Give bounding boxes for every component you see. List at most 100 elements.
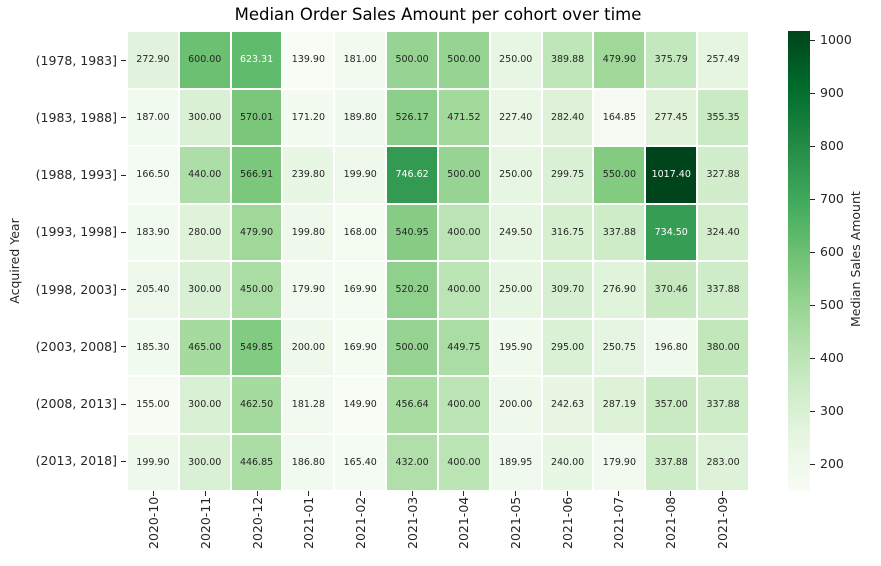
heatmap-cell-(1993, 1998]-2021-08: 734.50 bbox=[646, 204, 697, 260]
x-tick-mark bbox=[411, 491, 413, 496]
heatmap-cell-(1983, 1988]-2021-01: 171.20 bbox=[283, 89, 334, 145]
heatmap-cell-(1998, 2003]-2021-08: 370.46 bbox=[646, 262, 697, 318]
heatmap-cell-(2008, 2013]-2020-11: 300.00 bbox=[179, 377, 230, 433]
heatmap-cell-(1998, 2003]-2021-06: 309.70 bbox=[542, 262, 593, 318]
heatmap-cell-(1978, 1983]-2021-03: 500.00 bbox=[387, 32, 437, 88]
colorbar-tick-mark bbox=[810, 198, 815, 200]
colorbar-tick-mark bbox=[810, 39, 815, 41]
heatmap-cell-(1978, 1983]-2020-12: 623.31 bbox=[231, 32, 282, 88]
heatmap-cell-(1983, 1988]-2021-07: 164.85 bbox=[594, 89, 645, 145]
heatmap-cell-(1993, 1998]-2021-05: 249.50 bbox=[490, 204, 541, 260]
y-tick-label: (2013, 2018] bbox=[35, 453, 117, 469]
x-tick-mark bbox=[153, 491, 155, 496]
heatmap-cell-(2013, 2018]-2021-03: 432.00 bbox=[387, 434, 437, 490]
heatmap-cell-(1988, 1993]-2020-11: 440.00 bbox=[179, 147, 230, 203]
heatmap-cell-(1988, 1993]-2021-04: 500.00 bbox=[438, 147, 489, 203]
heatmap-cell-(1998, 2003]-2021-02: 169.90 bbox=[335, 262, 386, 318]
heatmap-cell-(1993, 1998]-2021-04: 400.00 bbox=[438, 204, 489, 260]
heatmap-cell-(1978, 1983]-2021-07: 479.90 bbox=[594, 32, 645, 88]
x-tick-label: 2020-11 bbox=[198, 496, 213, 549]
heatmap-cell-(1993, 1998]-2021-02: 168.00 bbox=[335, 204, 386, 260]
y-tick-mark bbox=[121, 60, 126, 62]
heatmap-cell-(1993, 1998]-2020-10: 183.90 bbox=[128, 204, 178, 260]
heatmap-cell-(2008, 2013]-2021-07: 287.19 bbox=[594, 377, 645, 433]
heatmap-cell-(1983, 1988]-2021-04: 471.52 bbox=[438, 89, 489, 145]
heatmap-cell-(1983, 1988]-2021-02: 189.80 bbox=[335, 89, 386, 145]
heatmap-cell-(1983, 1988]-2021-05: 227.40 bbox=[490, 89, 541, 145]
heatmap-cell-(1998, 2003]-2021-05: 250.00 bbox=[490, 262, 541, 318]
x-tick-mark bbox=[566, 491, 568, 496]
heatmap-cell-(1988, 1993]-2021-09: 327.88 bbox=[698, 147, 748, 203]
heatmap-cell-(1988, 1993]-2020-10: 166.50 bbox=[128, 147, 178, 203]
heatmap-cell-(1988, 1993]-2021-05: 250.00 bbox=[490, 147, 541, 203]
heatmap-cell-(1998, 2003]-2021-07: 276.90 bbox=[594, 262, 645, 318]
heatmap-cell-(1978, 1983]-2021-01: 139.90 bbox=[283, 32, 334, 88]
heatmap-cell-(1978, 1983]-2021-06: 389.88 bbox=[542, 32, 593, 88]
x-tick-mark bbox=[308, 491, 310, 496]
heatmap-cell-(1983, 1988]-2021-06: 282.40 bbox=[542, 89, 593, 145]
heatmap-cell-(1998, 2003]-2020-10: 205.40 bbox=[128, 262, 178, 318]
heatmap-cell-(1983, 1988]-2021-08: 277.45 bbox=[646, 89, 697, 145]
heatmap-cell-(1993, 1998]-2020-11: 280.00 bbox=[179, 204, 230, 260]
heatmap-cell-(1998, 2003]-2021-04: 400.00 bbox=[438, 262, 489, 318]
x-tick-label: 2021-04 bbox=[456, 496, 472, 549]
y-tick-mark bbox=[121, 174, 126, 176]
heatmap-cell-(2013, 2018]-2020-10: 199.90 bbox=[128, 434, 178, 490]
colorbar-tick-mark bbox=[810, 304, 815, 306]
heatmap-cell-(1983, 1988]-2021-03: 526.17 bbox=[387, 89, 437, 145]
y-tick-label: (2003, 2008] bbox=[35, 338, 117, 354]
heatmap-cell-(1988, 1993]-2021-07: 550.00 bbox=[594, 147, 645, 203]
x-tick-label: 2020-10 bbox=[146, 496, 162, 549]
heatmap-cell-(2008, 2013]-2020-10: 155.00 bbox=[128, 377, 178, 433]
colorbar-tick-mark bbox=[810, 463, 815, 465]
heatmap-cell-(2003, 2008]-2021-09: 380.00 bbox=[698, 319, 748, 375]
heatmap-cell-(2003, 2008]-2021-03: 500.00 bbox=[387, 319, 437, 375]
heatmap-cell-(2013, 2018]-2021-09: 283.00 bbox=[698, 434, 748, 490]
colorbar-tick-label: 500 bbox=[820, 297, 844, 313]
heatmap-cell-(2008, 2013]-2021-05: 200.00 bbox=[490, 377, 541, 433]
colorbar-tick-mark bbox=[810, 251, 815, 253]
x-tick-label: 2021-09 bbox=[714, 496, 730, 549]
y-tick-label: (1998, 2003] bbox=[35, 281, 117, 297]
heatmap-cell-(1993, 1998]-2021-01: 199.80 bbox=[283, 204, 334, 260]
heatmap-cell-(1993, 1998]-2020-12: 479.90 bbox=[231, 204, 282, 260]
colorbar-tick-mark bbox=[810, 145, 815, 147]
heatmap-cell-(1993, 1998]-2021-07: 337.88 bbox=[594, 204, 645, 260]
x-tick-mark bbox=[256, 491, 258, 496]
heatmap-cell-(2008, 2013]-2021-04: 400.00 bbox=[438, 377, 489, 433]
heatmap-cell-(2013, 2018]-2021-05: 189.95 bbox=[490, 434, 541, 490]
heatmap-cell-(1988, 1993]-2021-03: 746.62 bbox=[387, 147, 437, 203]
colorbar-tick-label: 600 bbox=[820, 244, 844, 260]
x-tick-mark bbox=[670, 491, 671, 496]
heatmap-cell-(2003, 2008]-2020-11: 465.00 bbox=[179, 319, 230, 375]
colorbar-tick-label: 1000 bbox=[820, 32, 852, 48]
x-tick-mark bbox=[515, 491, 516, 496]
heatmap-cell-(1978, 1983]-2021-05: 250.00 bbox=[490, 32, 541, 88]
heatmap-cell-(2008, 2013]-2021-02: 149.90 bbox=[335, 377, 386, 433]
heatmap-cell-(2008, 2013]-2021-08: 357.00 bbox=[646, 377, 697, 433]
y-tick-mark bbox=[121, 231, 126, 233]
colorbar-tick-mark bbox=[810, 410, 815, 412]
x-tick-label: 2021-05 bbox=[508, 496, 523, 549]
heatmap-cell-(1978, 1983]-2021-08: 375.79 bbox=[646, 32, 697, 88]
heatmap-cell-(1983, 1988]-2020-12: 570.01 bbox=[231, 89, 282, 145]
heatmap-cell-(1988, 1993]-2020-12: 566.91 bbox=[231, 147, 282, 203]
heatmap-cell-(1978, 1983]-2021-09: 257.49 bbox=[698, 32, 748, 88]
y-tick-label: (1988, 1993] bbox=[35, 167, 117, 183]
y-tick-mark bbox=[121, 346, 126, 348]
x-tick-mark bbox=[618, 491, 620, 496]
heatmap-grid: 272.90 600.00 623.31 139.90 181.00 500.00 500.… bbox=[128, 32, 748, 490]
heatmap-cell-(1988, 1993]-2021-01: 239.80 bbox=[283, 147, 334, 203]
heatmap-cell-(1983, 1988]-2020-11: 300.00 bbox=[179, 89, 230, 145]
y-tick-mark bbox=[121, 289, 126, 291]
heatmap-cell-(1993, 1998]-2021-09: 324.40 bbox=[698, 204, 748, 260]
y-tick-label: (2008, 2013] bbox=[35, 396, 117, 412]
colorbar-tick-label: 200 bbox=[820, 456, 844, 472]
y-tick-label: (1993, 1998] bbox=[35, 224, 117, 240]
heatmap-cell-(1998, 2003]-2021-01: 179.90 bbox=[283, 262, 334, 318]
heatmap-cell-(1998, 2003]-2020-12: 450.00 bbox=[231, 262, 282, 318]
colorbar-tick-mark bbox=[810, 357, 815, 359]
colorbar-tick-mark bbox=[810, 92, 815, 94]
heatmap-cell-(1998, 2003]-2021-03: 520.20 bbox=[387, 262, 437, 318]
